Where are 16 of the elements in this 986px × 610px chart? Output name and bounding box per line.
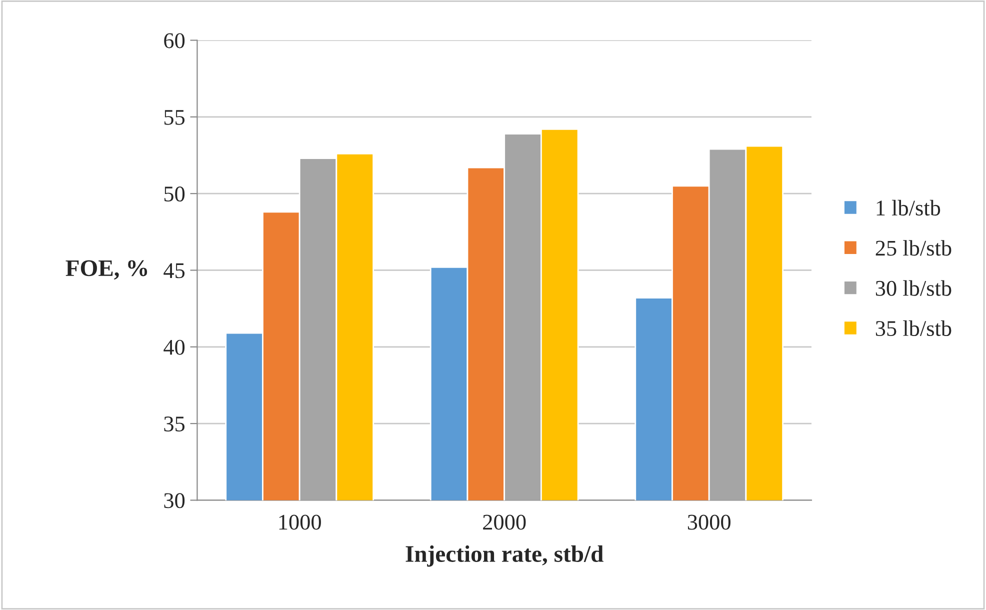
y-tick-label: 60 bbox=[164, 33, 185, 48]
x-tick-label: 3000 bbox=[688, 514, 730, 530]
x-axis-title: Injection rate, stb/d bbox=[406, 545, 604, 567]
legend-label: 1 lb/stb bbox=[876, 200, 940, 216]
y-axis-title: FOE, % bbox=[66, 260, 148, 280]
y-tick-label: 30 bbox=[164, 493, 185, 508]
x-tick-label: 1000 bbox=[279, 514, 321, 530]
legend-label: 30 lb/stb bbox=[876, 280, 952, 296]
legend-label: 25 lb/stb bbox=[876, 240, 952, 256]
y-tick-label: 55 bbox=[164, 110, 185, 125]
y-tick-label: 50 bbox=[164, 186, 185, 202]
y-tick-label: 45 bbox=[164, 263, 185, 278]
y-tick-label: 35 bbox=[164, 416, 185, 432]
y-tick-label: 40 bbox=[164, 340, 185, 355]
legend-label: 35 lb/stb bbox=[876, 320, 952, 336]
x-tick-label: 2000 bbox=[483, 514, 526, 530]
